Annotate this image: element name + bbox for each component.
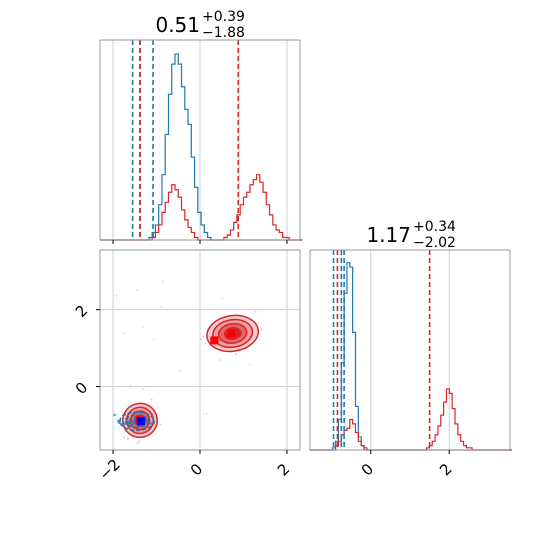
sample-point [152,338,155,341]
sample-point [248,363,251,366]
sample-point [141,325,144,328]
title-param-1-upper: +0.39 [202,9,245,25]
sample-point [127,437,130,440]
marker-series-a [210,336,219,345]
sample-point [260,328,263,331]
sample-point [131,437,134,440]
x-tick-label: 0 [358,460,377,479]
histogram-series-b [310,262,512,451]
density-contour-series-b [124,414,150,429]
diag-panel-param-1 [99,39,303,244]
x-tick-label: −2 [96,455,124,483]
sample-point-series-b [125,422,129,425]
sample-point [136,442,139,445]
title-param-2-upper: +0.34 [413,219,456,235]
x-tick-label: 0 [187,460,206,479]
y-tick-label: 0 [72,378,91,397]
sample-point-series-b [113,413,116,417]
sample-point [138,440,141,443]
sample-point [257,322,260,325]
histogram-series-a [100,174,303,241]
sample-point-series-b [146,418,149,421]
sample-point [199,338,202,341]
title-param-1-lower: −1.88 [202,25,245,41]
sample-point [159,423,162,426]
sample-point-series-b [123,422,126,426]
x-tick-label: 2 [436,460,455,479]
sample-point [142,388,145,391]
sample-point [202,335,205,338]
sample-point-series-b [128,421,131,424]
sample-point-series-b [149,422,153,425]
sample-point [254,310,257,313]
y-tick-label: 2 [72,302,91,321]
sample-point [115,294,118,297]
sample-point [204,412,207,415]
sample-point-series-b [133,416,137,420]
histogram-series-b [100,53,303,241]
sample-point [122,332,125,335]
sample-point [162,280,165,283]
sample-point [218,358,221,361]
sample-point [204,342,207,345]
title-param-2-lower: −2.02 [413,235,456,251]
marker-series-a [227,329,236,338]
sample-point-series-b [128,418,131,422]
panel-frame [309,249,511,451]
title-param-2-value: 1.17 [366,223,411,247]
sample-point [179,369,182,372]
x-tick-label: 2 [274,460,293,479]
joint-panel: −2 0 2 0 2 [72,249,301,484]
sample-point [150,398,153,401]
marker-series-b [136,417,145,426]
sample-point [123,436,126,439]
sample-point-series-b [125,418,129,421]
sample-point [160,305,163,308]
title-param-1-value: 0.51 [155,13,200,37]
sample-point [136,289,139,292]
sample-point-series-b [128,423,131,426]
sample-point [234,353,237,356]
sample-point [221,297,224,300]
sample-point-series-b [118,420,122,423]
sample-point-series-b [116,419,120,423]
sample-point [129,384,132,387]
sample-point-series-b [132,421,136,424]
